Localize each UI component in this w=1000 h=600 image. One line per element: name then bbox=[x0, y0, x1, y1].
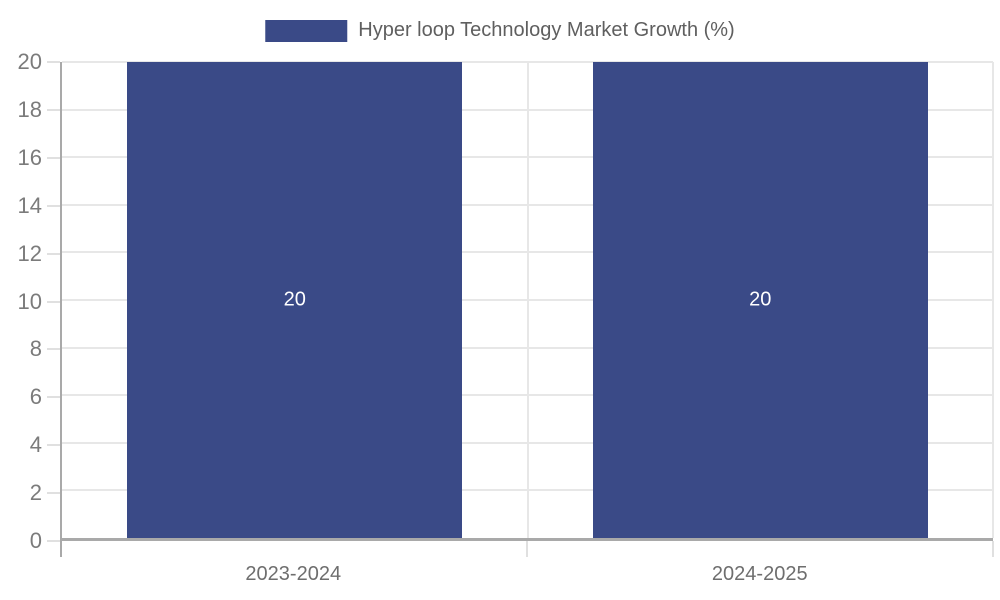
y-axis-tick bbox=[47, 204, 60, 207]
bar-2024-2025[interactable]: 20 bbox=[592, 62, 928, 538]
y-axis-tick bbox=[47, 252, 60, 255]
legend-swatch bbox=[265, 19, 348, 42]
x-axis-category-label: 2024-2025 bbox=[711, 563, 808, 585]
legend[interactable]: Hyper loop Technology Market Growth (%) bbox=[265, 19, 735, 42]
y-axis-tick-label: 16 bbox=[17, 144, 42, 170]
y-axis-tick bbox=[47, 492, 60, 495]
y-axis-tick-label: 8 bbox=[29, 336, 42, 362]
y-axis-tick-label: 6 bbox=[29, 384, 42, 410]
y-axis-labels: 0 2 4 6 8 10 12 14 16 18 20 bbox=[0, 51, 45, 552]
y-axis-tick bbox=[47, 300, 60, 303]
y-axis-tick-label: 14 bbox=[17, 192, 42, 218]
gridline-vertical bbox=[526, 62, 529, 538]
y-axis-tick-label: 10 bbox=[17, 288, 42, 314]
y-axis-tick-label: 12 bbox=[17, 240, 42, 266]
y-axis-tick-label: 0 bbox=[29, 528, 42, 553]
y-axis-tick-label: 2 bbox=[29, 480, 42, 506]
x-axis-tick bbox=[60, 541, 62, 557]
y-axis-tick-label: 20 bbox=[17, 49, 42, 74]
y-axis-tick bbox=[47, 396, 60, 399]
bar-2023-2024[interactable]: 20 bbox=[127, 62, 463, 538]
y-axis-tick-label: 18 bbox=[17, 96, 42, 122]
x-axis-tick bbox=[525, 541, 528, 557]
x-axis-ticks bbox=[60, 541, 994, 559]
y-axis-tick bbox=[47, 540, 60, 542]
y-axis-tick bbox=[47, 61, 60, 63]
x-axis-tick bbox=[992, 541, 994, 557]
y-axis-tick bbox=[47, 348, 60, 351]
gridline-vertical bbox=[992, 62, 994, 538]
y-axis-tick bbox=[47, 108, 60, 111]
x-axis-labels: 2023-2024 2024-2025 bbox=[60, 560, 993, 588]
y-axis-tick-label: 4 bbox=[29, 432, 42, 458]
legend-label: Hyper loop Technology Market Growth (%) bbox=[358, 19, 735, 41]
bar-value-label: 20 bbox=[749, 288, 772, 311]
y-axis-tick bbox=[47, 156, 60, 159]
y-axis-tick bbox=[47, 444, 60, 447]
bar-value-label: 20 bbox=[283, 288, 306, 311]
plot-area: 20 20 bbox=[60, 61, 994, 541]
x-axis-category-label: 2023-2024 bbox=[245, 563, 342, 585]
y-axis-ticks bbox=[45, 61, 60, 542]
